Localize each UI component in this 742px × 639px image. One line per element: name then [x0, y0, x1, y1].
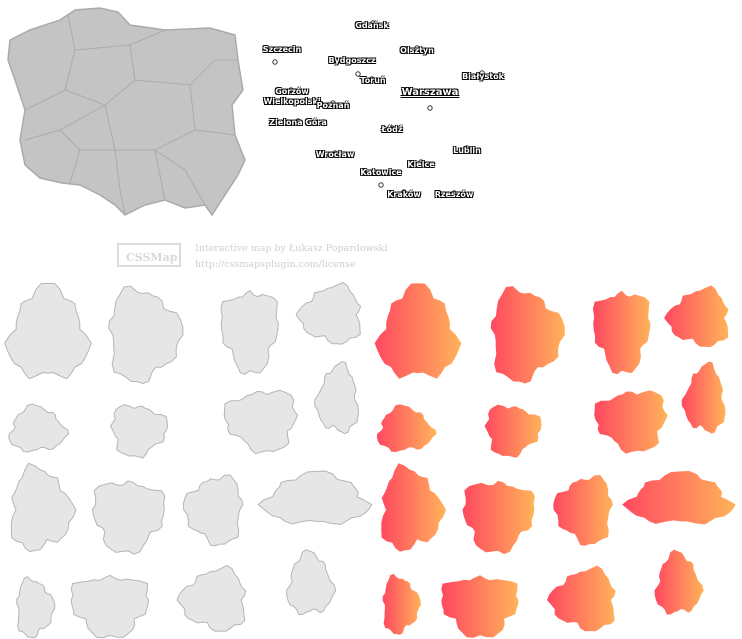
- region-shape-hover: [553, 475, 613, 546]
- poland-map: [7, 7, 246, 217]
- city-label: Zielona Góra: [269, 118, 327, 127]
- region-shape: [257, 470, 373, 526]
- region-shape-hover: [381, 463, 446, 552]
- region-shape-hover: [441, 575, 519, 638]
- region-shape: [70, 574, 150, 639]
- region-shape: [16, 576, 56, 639]
- region-shape: [4, 282, 92, 380]
- region-borders: [24, 14, 238, 216]
- region-shape-hover: [374, 283, 462, 379]
- region-shape-hover: [382, 573, 421, 635]
- city-dot: [414, 45, 420, 51]
- city-label: Bydgoszcz: [328, 56, 376, 65]
- region-shape-hover: [594, 390, 668, 454]
- city-label: Wrocław: [315, 150, 355, 159]
- city-dot: [464, 145, 470, 151]
- region-shape: [314, 361, 360, 435]
- region-shape: [182, 474, 244, 547]
- region-shape: [91, 480, 166, 555]
- region-shape: [10, 462, 77, 553]
- city-label: Gorzów Wielkopolski: [263, 87, 321, 106]
- city-dot: [451, 190, 457, 196]
- region-shape: [8, 403, 70, 453]
- region-shape: [108, 285, 184, 385]
- region-shape-hover: [484, 404, 542, 458]
- city-label: Łódź: [381, 125, 403, 134]
- city-label: Warszawa: [401, 87, 459, 98]
- license-url: http://cssmapsplugin.com/license: [195, 259, 356, 270]
- region-shape-hover: [654, 549, 704, 615]
- region-shape-hover: [376, 404, 437, 452]
- region-shape-hover: [681, 361, 726, 434]
- author-credit: Interactive map by Łukasz Popardowski: [195, 243, 388, 254]
- city-label: Gdańsk: [355, 21, 389, 30]
- region-shape-hover: [547, 565, 616, 632]
- city-label: Olsztyn: [400, 46, 434, 55]
- city-label: Toruń: [360, 76, 386, 85]
- region-shape: [295, 281, 362, 345]
- region-shape: [176, 564, 247, 632]
- city-dot: [479, 70, 485, 76]
- city-label: Szczecin: [262, 45, 302, 54]
- region-shape-hover: [622, 471, 736, 525]
- city-dot: [295, 118, 301, 124]
- region-shape-hover: [592, 290, 651, 375]
- city-dot: [355, 71, 361, 77]
- city-label: Lublin: [453, 146, 481, 155]
- logo: CSSMap: [126, 251, 178, 264]
- city-label: Kielce: [407, 160, 435, 169]
- logo-box: [117, 243, 181, 267]
- city-dot: [332, 150, 338, 156]
- city-label: Kraków: [387, 190, 421, 199]
- city-label: Poznań: [316, 101, 350, 110]
- region-shape-hover: [462, 480, 535, 555]
- city-dot: [427, 105, 433, 111]
- region-shape-hover: [490, 286, 565, 384]
- city-label: Katowice: [360, 168, 402, 177]
- city-dot: [378, 182, 384, 188]
- city-label: Rzeszów: [434, 190, 474, 199]
- city-dot: [369, 76, 375, 82]
- city-dot: [401, 189, 407, 195]
- region-sprites: [4, 281, 736, 639]
- city-label: Białystok: [462, 72, 504, 81]
- city-dot: [370, 20, 376, 26]
- city-dot: [389, 125, 395, 131]
- region-shape: [220, 290, 279, 375]
- city-dot: [272, 59, 278, 65]
- city-dot: [418, 159, 424, 165]
- region-shape: [109, 404, 169, 459]
- region-shape-hover: [664, 285, 729, 348]
- region-shape: [286, 549, 337, 616]
- region-shape: [223, 389, 299, 455]
- city-dot: [330, 100, 336, 106]
- city-dot: [288, 87, 294, 93]
